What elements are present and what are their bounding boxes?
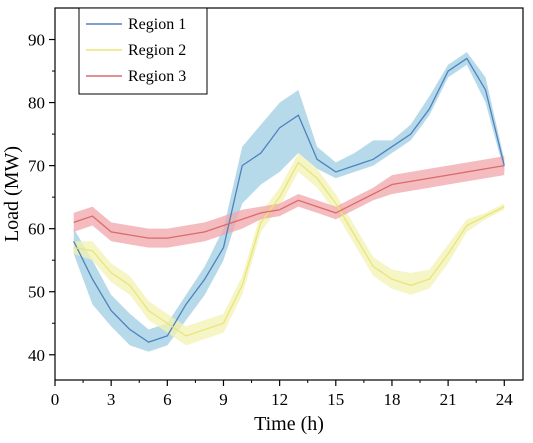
- y-axis-ticks: 40 50 60 70 80 90: [28, 31, 55, 365]
- y-tick-label: 80: [28, 94, 45, 113]
- y-tick-label: 60: [28, 220, 45, 239]
- legend-label-series-3: Region 3: [128, 68, 186, 85]
- x-tick-label: 24: [496, 390, 514, 409]
- x-tick-label: 9: [219, 390, 228, 409]
- y-axis-title: Load (MW): [1, 146, 23, 242]
- y-tick-label: 40: [28, 346, 45, 365]
- plot-area-frame: [54, 7, 524, 381]
- x-tick-label: 18: [383, 390, 400, 409]
- line-series-1: [73, 57, 505, 343]
- x-tick-label: 15: [327, 390, 344, 409]
- x-axis-ticks: 0 3 6 9 12 15 18 21 24: [51, 380, 514, 409]
- confidence-bands: [73, 52, 505, 352]
- line-series-2: [73, 161, 505, 337]
- y-tick-label: 90: [28, 31, 45, 50]
- x-tick-label: 6: [163, 390, 172, 409]
- legend-label-series-1: Region 1: [128, 16, 186, 33]
- band-series-1: [73, 52, 505, 352]
- legend-label-series-2: Region 2: [128, 42, 186, 59]
- legend-box: [78, 7, 208, 95]
- band-series-3: [73, 156, 505, 248]
- x-tick-label: 21: [440, 390, 457, 409]
- y-tick-label: 70: [28, 157, 45, 176]
- series-lines: [73, 57, 505, 343]
- x-tick-label: 12: [271, 390, 288, 409]
- x-axis-title: Time (h): [254, 413, 324, 435]
- line-series-3: [73, 164, 505, 239]
- x-tick-label: 3: [107, 390, 116, 409]
- y-tick-label: 50: [28, 283, 45, 302]
- legend: Region 1 Region 2 Region 3: [78, 7, 208, 95]
- x-tick-label: 0: [51, 390, 60, 409]
